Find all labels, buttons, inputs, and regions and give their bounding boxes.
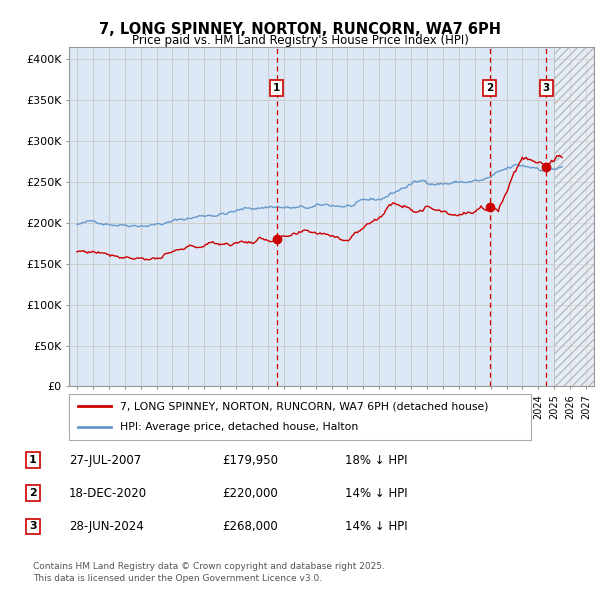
Text: Price paid vs. HM Land Registry's House Price Index (HPI): Price paid vs. HM Land Registry's House …: [131, 34, 469, 47]
Text: 3: 3: [29, 522, 37, 531]
Text: 27-JUL-2007: 27-JUL-2007: [69, 454, 141, 467]
Text: 18-DEC-2020: 18-DEC-2020: [69, 487, 147, 500]
Text: 14% ↓ HPI: 14% ↓ HPI: [345, 520, 407, 533]
Text: 3: 3: [542, 83, 550, 93]
Text: 14% ↓ HPI: 14% ↓ HPI: [345, 487, 407, 500]
Text: 7, LONG SPINNEY, NORTON, RUNCORN, WA7 6PH: 7, LONG SPINNEY, NORTON, RUNCORN, WA7 6P…: [99, 22, 501, 37]
Text: £179,950: £179,950: [222, 454, 278, 467]
Bar: [554, 47, 600, 386]
Text: 1: 1: [274, 83, 281, 93]
Bar: [554, 47, 600, 386]
Text: 18% ↓ HPI: 18% ↓ HPI: [345, 454, 407, 467]
Text: 28-JUN-2024: 28-JUN-2024: [69, 520, 144, 533]
Text: £268,000: £268,000: [222, 520, 278, 533]
Text: 2: 2: [29, 489, 37, 498]
Text: 7, LONG SPINNEY, NORTON, RUNCORN, WA7 6PH (detached house): 7, LONG SPINNEY, NORTON, RUNCORN, WA7 6P…: [120, 401, 488, 411]
Text: 1: 1: [29, 455, 37, 465]
Text: Contains HM Land Registry data © Crown copyright and database right 2025.
This d: Contains HM Land Registry data © Crown c…: [33, 562, 385, 583]
Text: HPI: Average price, detached house, Halton: HPI: Average price, detached house, Halt…: [120, 422, 358, 432]
Text: 2: 2: [487, 83, 494, 93]
Text: £220,000: £220,000: [222, 487, 278, 500]
